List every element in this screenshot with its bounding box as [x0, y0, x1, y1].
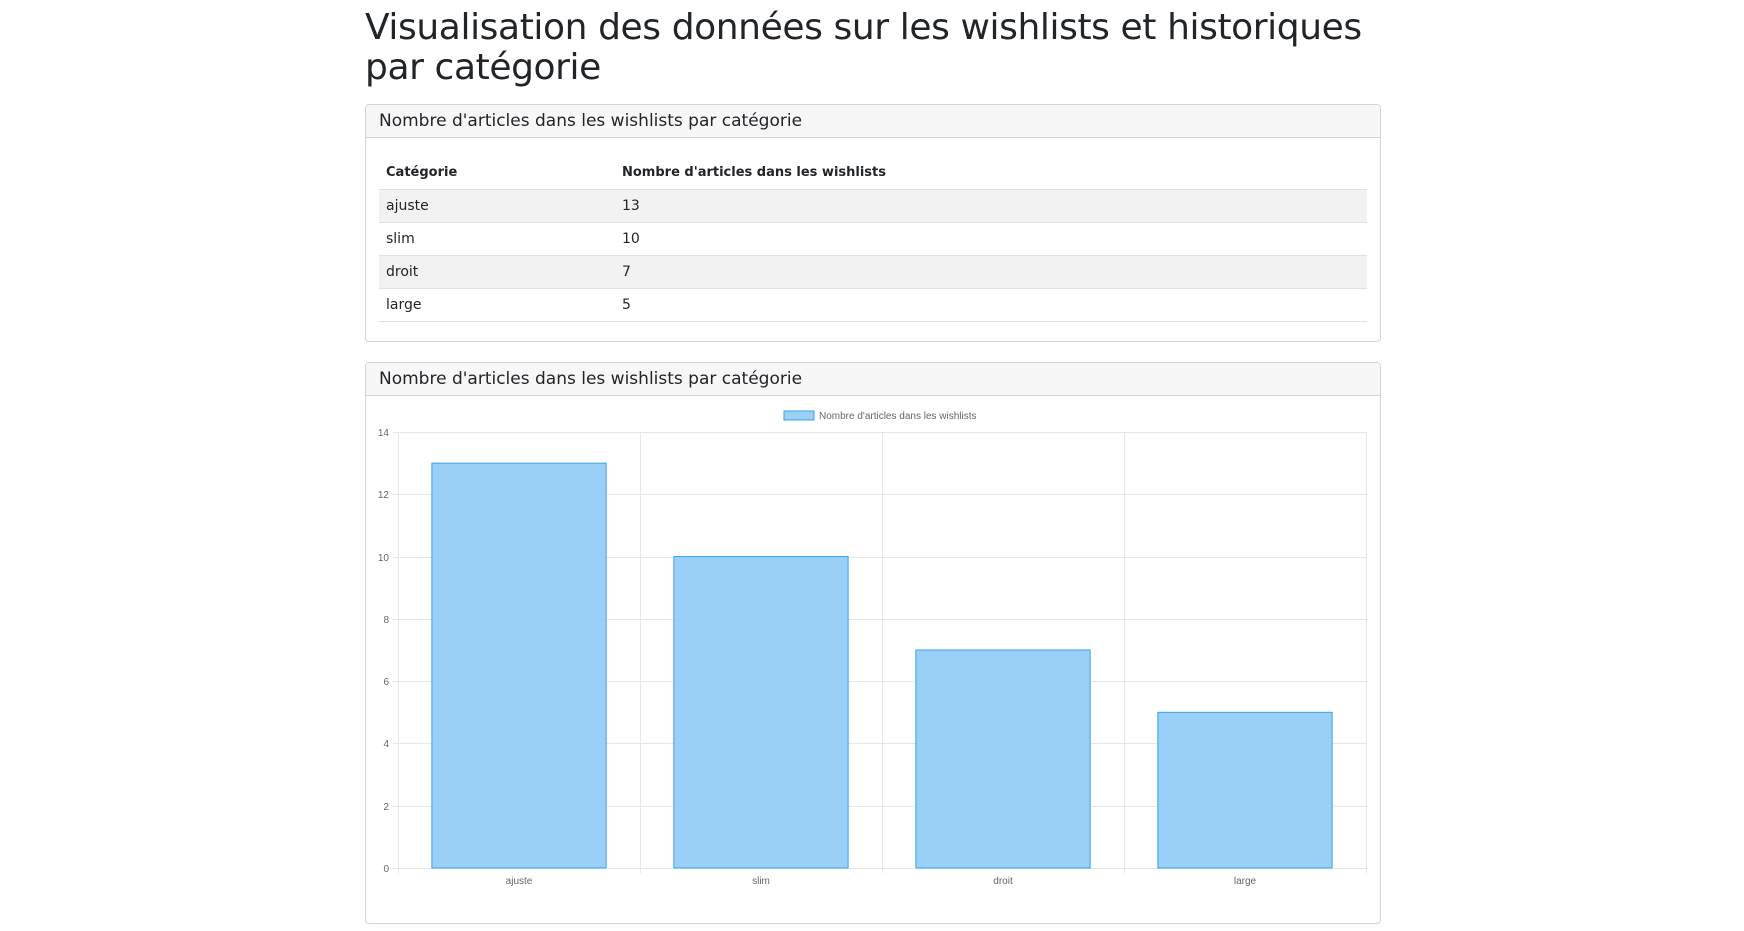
table-header-row: Catégorie Nombre d'articles dans les wis… [379, 155, 1367, 190]
y-tick-label: 2 [383, 802, 389, 813]
y-tick-label: 4 [383, 739, 389, 750]
category-cell: ajuste [379, 189, 615, 223]
y-tick-label: 0 [383, 864, 389, 875]
count-cell: 10 [615, 222, 1367, 256]
table-row: large 5 [379, 288, 1367, 322]
column-header-count: Nombre d'articles dans les wishlists [622, 164, 886, 180]
y-tick-label: 12 [378, 490, 390, 501]
legend-swatch [783, 410, 815, 421]
count-cell: 7 [615, 255, 1367, 289]
bar-slim [673, 556, 849, 869]
bar-ajuste [431, 462, 607, 869]
category-cell: slim [379, 222, 615, 256]
legend-label: Nombre d'articles dans les wishlists [819, 411, 977, 422]
category-table: Catégorie Nombre d'articles dans les wis… [379, 155, 1367, 322]
bar-droit [915, 649, 1091, 869]
page-title: Visualisation des données sur les wishli… [365, 7, 1362, 88]
x-tick-label: ajuste [506, 876, 533, 887]
category-cell: large [379, 288, 615, 322]
bar-chart: Nombre d'articles dans les wishlists 0 2 4 6… [378, 410, 1367, 887]
x-tick-label: large [1234, 876, 1257, 887]
table-row: slim 10 [379, 222, 1367, 256]
x-tick-label: droit [993, 876, 1013, 887]
y-tick-label: 6 [383, 677, 389, 688]
y-tick-label: 10 [378, 553, 390, 564]
chart-card-header: Nombre d'articles dans les wishlists par… [366, 363, 1380, 396]
y-tick-label: 8 [383, 615, 389, 626]
category-cell: droit [379, 255, 615, 289]
wishlist-chart-card: Nombre d'articles dans les wishlists par… [365, 362, 1381, 924]
x-tick-label: slim [752, 876, 770, 887]
wishlist-table-card: Nombre d'articles dans les wishlists par… [365, 104, 1381, 342]
column-header-category: Catégorie [386, 164, 458, 180]
count-cell: 5 [615, 288, 1367, 322]
page-container: Visualisation des données sur les wishli… [365, 0, 1381, 924]
bar-large [1157, 711, 1333, 869]
y-tick-label: 14 [378, 428, 390, 439]
table-row: ajuste 13 [379, 189, 1367, 223]
count-cell: 13 [615, 189, 1367, 223]
table-card-header: Nombre d'articles dans les wishlists par… [366, 105, 1380, 138]
table-row: droit 7 [379, 255, 1367, 289]
